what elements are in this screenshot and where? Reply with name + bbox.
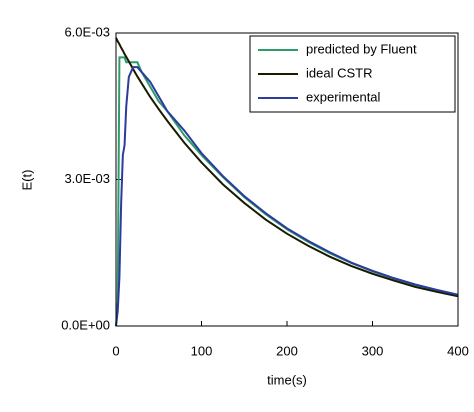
x-tick-label: 300 — [362, 343, 384, 358]
y-axis-title: E(t) — [19, 170, 34, 191]
y-tick-label: 6.0E-03 — [64, 24, 110, 39]
x-tick-label: 100 — [191, 343, 213, 358]
x-tick-label: 400 — [447, 343, 469, 358]
y-tick-label: 3.0E-03 — [64, 171, 110, 186]
legend-label: ideal CSTR — [306, 65, 372, 80]
legend-label: predicted by Fluent — [306, 41, 417, 56]
plot-frame — [115, 32, 459, 327]
series-line — [115, 66, 459, 327]
y-tick-label: 0.0E+00 — [61, 317, 110, 332]
series-line — [115, 37, 459, 298]
x-tick-label: 0 — [112, 343, 119, 358]
legend-label: experimental — [306, 89, 381, 104]
x-axis-title: time(s) — [267, 372, 307, 387]
x-tick-label: 200 — [276, 343, 298, 358]
